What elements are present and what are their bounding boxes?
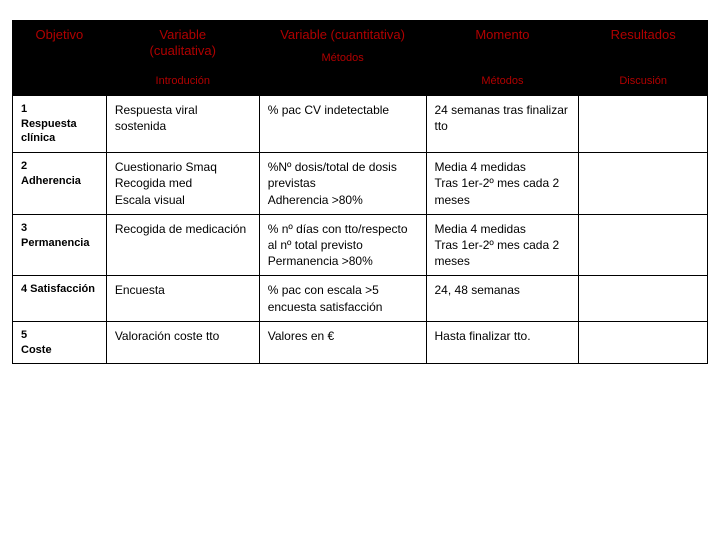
slide: Objetivo Variable (cualitativa) Variable… bbox=[0, 0, 720, 540]
header-cualitativa-l1: Variable bbox=[159, 27, 206, 42]
cell-cualitativa: Encuesta bbox=[106, 276, 259, 321]
cell-momento: Hasta finalizar tto. bbox=[426, 321, 579, 364]
header-introduccion-text: Introdución bbox=[156, 75, 210, 87]
table-header: Objetivo Variable (cualitativa) Variable… bbox=[13, 21, 708, 96]
header-momento: Momento bbox=[426, 21, 579, 73]
cell-cuantitativa: %Nº dosis/total de dosis previstasAdhere… bbox=[259, 153, 426, 215]
header-blank bbox=[259, 73, 426, 96]
cell-resultados bbox=[579, 214, 708, 276]
data-table: Objetivo Variable (cualitativa) Variable… bbox=[12, 20, 708, 364]
cell-resultados bbox=[579, 95, 708, 153]
cell-cualitativa: Recogida de medicación bbox=[106, 214, 259, 276]
cell-objetivo: 3Permanencia bbox=[13, 214, 107, 276]
header-resultados: Resultados bbox=[579, 21, 708, 73]
cell-cuantitativa: % nº días con tto/respecto al nº total p… bbox=[259, 214, 426, 276]
header-discusion-text: Discusión bbox=[619, 75, 667, 87]
cell-momento: Media 4 medidasTras 1er-2º mes cada 2 me… bbox=[426, 153, 579, 215]
header-metodos-top-text: Métodos bbox=[322, 52, 364, 64]
cell-momento: 24 semanas tras finalizar tto bbox=[426, 95, 579, 153]
cell-objetivo: 4 Satisfacción bbox=[13, 276, 107, 321]
header-objetivo: Objetivo bbox=[13, 21, 107, 96]
header-metodos-top: Métodos bbox=[259, 50, 426, 73]
cell-objetivo: 5Coste bbox=[13, 321, 107, 364]
header-cualitativa: Variable (cualitativa) bbox=[106, 21, 259, 73]
cell-cuantitativa: Valores en € bbox=[259, 321, 426, 364]
table-row: 3Permanencia Recogida de medicación % nº… bbox=[13, 214, 708, 276]
cell-resultados bbox=[579, 321, 708, 364]
table-body: 1Respuesta clínica Respuesta viral soste… bbox=[13, 95, 708, 364]
header-cuantitativa-text: Variable (cuantitativa) bbox=[280, 27, 405, 42]
cell-cualitativa: Cuestionario SmaqRecogida medEscala visu… bbox=[106, 153, 259, 215]
cell-momento: 24, 48 semanas bbox=[426, 276, 579, 321]
cell-momento: Media 4 medidasTras 1er-2º mes cada 2 me… bbox=[426, 214, 579, 276]
table-row: 1Respuesta clínica Respuesta viral soste… bbox=[13, 95, 708, 153]
header-introduccion: Introdución bbox=[106, 73, 259, 96]
cell-objetivo: 2Adherencia bbox=[13, 153, 107, 215]
table-row: 4 Satisfacción Encuesta % pac con escala… bbox=[13, 276, 708, 321]
table-row: 2Adherencia Cuestionario SmaqRecogida me… bbox=[13, 153, 708, 215]
cell-cualitativa: Valoración coste tto bbox=[106, 321, 259, 364]
table-row: 5Coste Valoración coste tto Valores en €… bbox=[13, 321, 708, 364]
cell-resultados bbox=[579, 276, 708, 321]
cell-objetivo: 1Respuesta clínica bbox=[13, 95, 107, 153]
cell-cualitativa: Respuesta viral sostenida bbox=[106, 95, 259, 153]
header-cualitativa-l2: (cualitativa) bbox=[150, 43, 216, 58]
cell-cuantitativa: % pac con escala >5 encuesta satisfacció… bbox=[259, 276, 426, 321]
header-objetivo-text: Objetivo bbox=[36, 27, 84, 42]
header-momento-text: Momento bbox=[475, 27, 529, 42]
header-metodos-bottom: Métodos bbox=[426, 73, 579, 96]
cell-cuantitativa: % pac CV indetectable bbox=[259, 95, 426, 153]
cell-resultados bbox=[579, 153, 708, 215]
header-metodos-bottom-text: Métodos bbox=[481, 75, 523, 87]
header-discusion: Discusión bbox=[579, 73, 708, 96]
header-resultados-text: Resultados bbox=[611, 27, 676, 42]
header-cuantitativa: Variable (cuantitativa) bbox=[259, 21, 426, 50]
